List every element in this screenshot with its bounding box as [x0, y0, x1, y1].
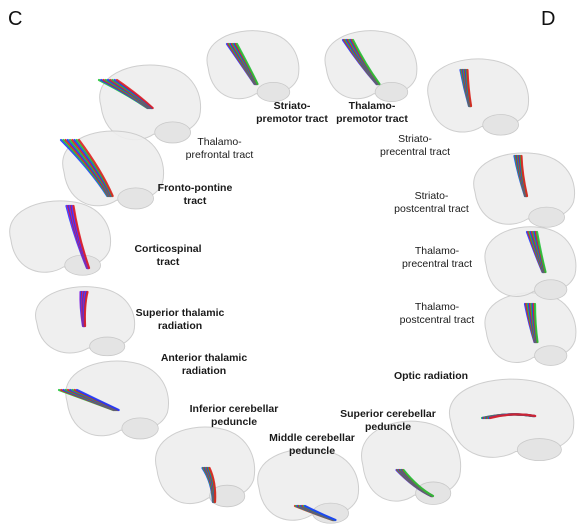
fiber-corticospinal	[65, 204, 91, 270]
label-inferior-cerebellar: Inferior cerebellar peduncle	[189, 403, 279, 428]
fiber-anterior-thalamic	[57, 388, 120, 412]
fiber-thalamo-prefrontal	[97, 78, 154, 110]
label-striato-premotor: Striato- premotor tract	[256, 100, 328, 125]
brain-outline	[257, 448, 359, 521]
fiber-superior-thalamic	[79, 290, 89, 328]
brain-superior-cerebellar	[361, 420, 462, 505]
fiber-striato-premotor	[225, 42, 259, 86]
brain-fronto-pontine	[59, 130, 164, 210]
fiber-fronto-pontine	[59, 138, 114, 198]
label-superior-thalamic: Superior thalamic radiation	[135, 307, 225, 332]
label-anterior-thalamic: Anterior thalamic radiation	[160, 352, 248, 377]
cerebellum-outline	[256, 82, 291, 103]
cerebellum-outline	[89, 336, 126, 357]
cerebellum-outline	[121, 417, 159, 440]
fiber-inferior-cerebellar	[201, 466, 217, 504]
fiber-optic-radiation	[480, 413, 537, 420]
label-corticospinal: Corticospinal tract	[134, 243, 202, 268]
label-striato-precentral: Striato- precentral tract	[379, 133, 451, 158]
brain-outline	[448, 378, 575, 458]
brain-corticospinal	[9, 200, 111, 276]
cerebellum-outline	[482, 114, 519, 136]
fiber-thalamo-premotor	[341, 38, 381, 86]
cerebellum-outline	[534, 345, 568, 366]
brain-superior-thalamic	[35, 286, 136, 357]
cerebellum-outline	[209, 484, 246, 508]
brain-thalamo-premotor	[324, 30, 418, 103]
label-striato-postcentral: Striato- postcentral tract	[394, 190, 469, 215]
brain-outline	[65, 360, 169, 437]
label-optic-radiation: Optic radiation	[393, 370, 469, 382]
brain-striato-premotor	[206, 30, 300, 103]
brain-thalamo-prefrontal	[97, 64, 201, 144]
brain-outline	[361, 420, 462, 502]
brain-middle-cerebellar	[257, 448, 359, 524]
brain-inferior-cerebellar	[155, 426, 256, 508]
fiber-striato-precentral	[459, 68, 473, 108]
brain-striato-precentral	[427, 58, 529, 136]
label-thalamo-precentral: Thalamo- precentral tract	[401, 245, 473, 270]
brain-outline	[62, 130, 164, 207]
label-superior-cerebellar: Superior cerebellar peduncle	[340, 408, 436, 433]
cerebellum-outline	[528, 206, 565, 228]
label-middle-cerebellar: Middle cerebellar peduncle	[269, 432, 355, 457]
panel-letter-d: D	[541, 8, 556, 30]
label-fronto-pontine: Fronto-pontine tract	[157, 182, 233, 207]
panel-letter-c: C	[8, 8, 23, 30]
cerebellum-outline	[516, 438, 562, 462]
label-thalamo-prefrontal: Thalamo- prefrontal tract	[185, 136, 254, 161]
fiber-middle-cerebellar	[293, 504, 337, 522]
brain-outline	[427, 58, 529, 133]
cerebellum-outline	[117, 187, 154, 210]
brain-thalamo-postcentral	[484, 292, 577, 366]
label-thalamo-premotor: Thalamo- premotor tract	[336, 100, 408, 125]
fiber-thalamo-postcentral	[523, 302, 539, 344]
label-thalamo-postcentral: Thalamo- postcentral tract	[399, 301, 475, 326]
brain-optic-radiation	[448, 378, 575, 462]
cerebellum-outline	[534, 279, 568, 300]
fiber-thalamo-precentral	[525, 230, 547, 274]
cerebellum-outline	[154, 121, 191, 144]
fiber-superior-cerebellar	[395, 468, 435, 498]
brain-striato-postcentral	[473, 152, 575, 228]
brain-anterior-thalamic	[57, 360, 169, 440]
brain-thalamo-precentral	[484, 226, 577, 300]
cerebellum-outline	[374, 82, 409, 103]
cerebellum-outline	[415, 481, 452, 505]
brain-outline	[155, 426, 256, 505]
fiber-striato-postcentral	[513, 154, 529, 198]
brain-outline	[484, 226, 577, 297]
